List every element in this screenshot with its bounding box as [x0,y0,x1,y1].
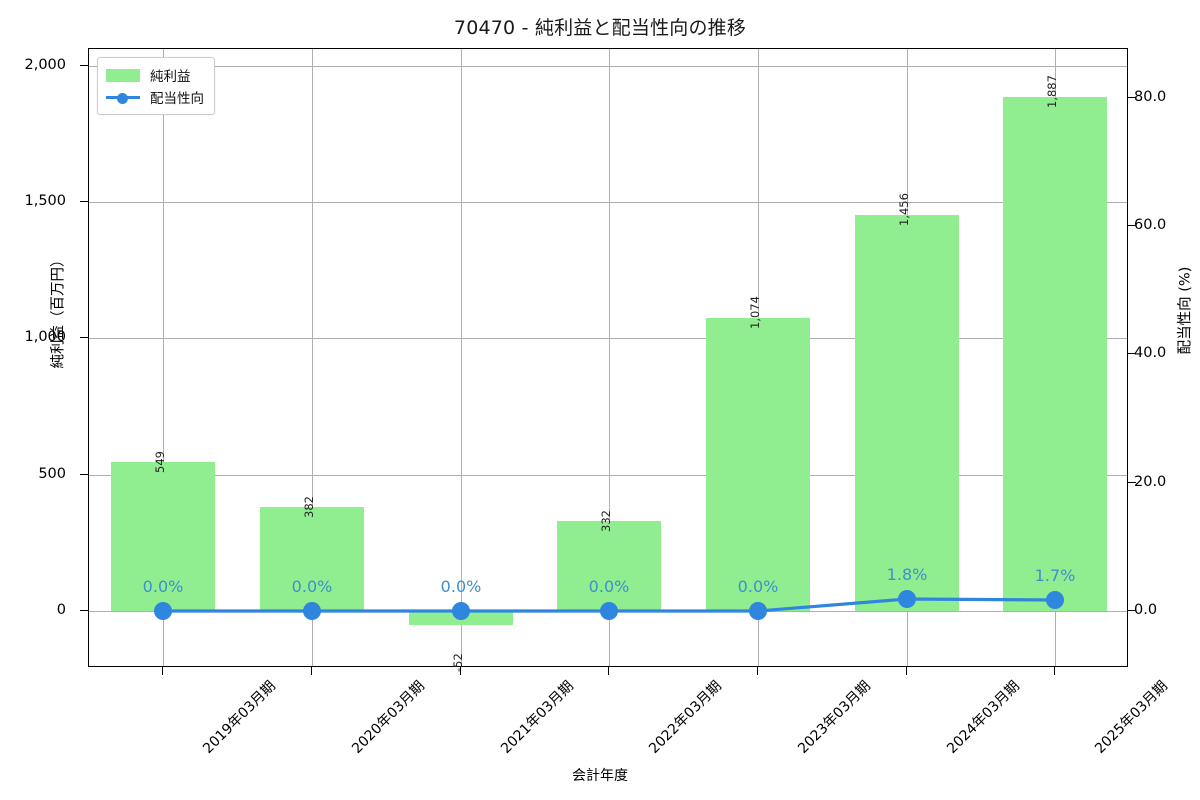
y-axis-left-tickmark [80,337,88,339]
y-axis-left-label: 純利益（百万円） [50,252,67,369]
bar-value-2023: 1,074 [748,296,762,329]
gridline-y-1000 [89,338,1127,339]
y-axis-left-tickmark [80,474,88,476]
y-axis-right-tickmark [1128,353,1136,355]
y-axis-right-tick-4: 80.0 [1134,89,1167,105]
y-axis-right-tick-3: 60.0 [1134,217,1167,233]
gridline-y-2000 [89,66,1127,67]
y-axis-right-tick-0: 0.0 [1134,602,1158,618]
y-axis-left-tick-1: 500 [38,466,66,482]
bar-value-2021: -52 [451,653,465,672]
x-axis-tickmark [162,667,164,675]
bar-2023[interactable] [706,318,810,611]
x-axis-tick-label-6: 2025年03月期 [1092,678,1171,757]
x-axis-tick-label-2: 2021年03月期 [498,678,577,757]
x-axis-tick-label-0: 2019年03月期 [200,678,279,757]
bar-value-2020: 382 [302,496,316,518]
y-axis-right-tick-2: 40.0 [1134,345,1167,361]
y-axis-left-tickmark [80,65,88,67]
y-axis-left-tickmark [80,610,88,612]
bar-value-2024: 1,456 [897,193,911,226]
gridline-x-3 [609,49,610,666]
chart-legend: 純利益 配当性向 [97,57,215,115]
x-axis-tick-label-5: 2024年03月期 [944,678,1023,757]
legend-label-payout-ratio: 配当性向 [150,91,204,107]
y-axis-right-tickmark [1128,610,1136,612]
y-axis-left-tickmark [80,201,88,203]
payout-ratio-label-2021: 0.0% [440,577,482,596]
legend-bar-swatch-icon [106,68,140,82]
x-axis-tickmark [460,667,462,675]
gridline-x-1 [312,49,313,666]
bar-value-2019: 549 [153,451,167,473]
payout-ratio-label-2019: 0.0% [142,577,184,596]
bar-2024[interactable] [855,215,959,611]
bar-value-2022: 332 [599,510,613,532]
y-axis-left-tick-3: 1,500 [24,193,66,209]
gridline-y-0 [89,611,1127,612]
bar-value-2025: 1,887 [1045,75,1059,108]
bar-2022[interactable] [557,521,661,611]
y-axis-right-tickmark [1128,225,1136,227]
x-axis-tick-label-4: 2023年03月期 [795,678,874,757]
legend-label-net-income: 純利益 [150,69,191,85]
bar-2020[interactable] [260,507,364,611]
bar-2019[interactable] [111,462,215,611]
payout-ratio-label-2025: 1.7% [1034,566,1076,585]
payout-ratio-label-2020: 0.0% [291,577,333,596]
bar-2021[interactable] [409,611,513,625]
gridline-y-500 [89,475,1127,476]
x-axis-tickmark [1054,667,1056,675]
gridline-x-0 [163,49,164,666]
bar-2025[interactable] [1003,97,1107,611]
payout-ratio-label-2024: 1.8% [886,565,928,584]
payout-ratio-label-2022: 0.0% [588,577,630,596]
y-axis-right-tick-1: 20.0 [1134,474,1167,490]
x-axis-tickmark [906,667,908,675]
y-axis-right-tickmark [1128,97,1136,99]
x-axis-tickmark [608,667,610,675]
y-axis-left-tick-4: 2,000 [24,57,66,73]
x-axis-tickmark [311,667,313,675]
legend-line-dot [117,92,128,104]
chart-title: 70470 - 純利益と配当性向の推移 [453,17,747,39]
x-axis-tick-label-3: 2022年03月期 [646,678,725,757]
y-axis-right-label: 配当性向 (%) [1177,266,1194,355]
payout-ratio-label-2023: 0.0% [737,577,779,596]
x-axis-tickmark [757,667,759,675]
legend-item-net-income[interactable]: 純利益 [106,64,204,86]
y-axis-left-tick-2: 1,000 [24,329,66,345]
gridline-y-1500 [89,202,1127,203]
y-axis-right-tickmark [1128,482,1136,484]
plot-area: 549 382 -52 332 1,074 1,456 1,887 0.0% 0… [88,48,1128,672]
legend-line-marker-icon [106,91,140,104]
x-axis-tick-label-1: 2020年03月期 [349,678,428,757]
legend-item-payout-ratio[interactable]: 配当性向 [106,86,204,108]
gridline-x-2 [461,49,462,666]
x-axis-label: 会計年度 [572,768,628,784]
y-axis-left-tick-0: 0 [56,602,66,618]
